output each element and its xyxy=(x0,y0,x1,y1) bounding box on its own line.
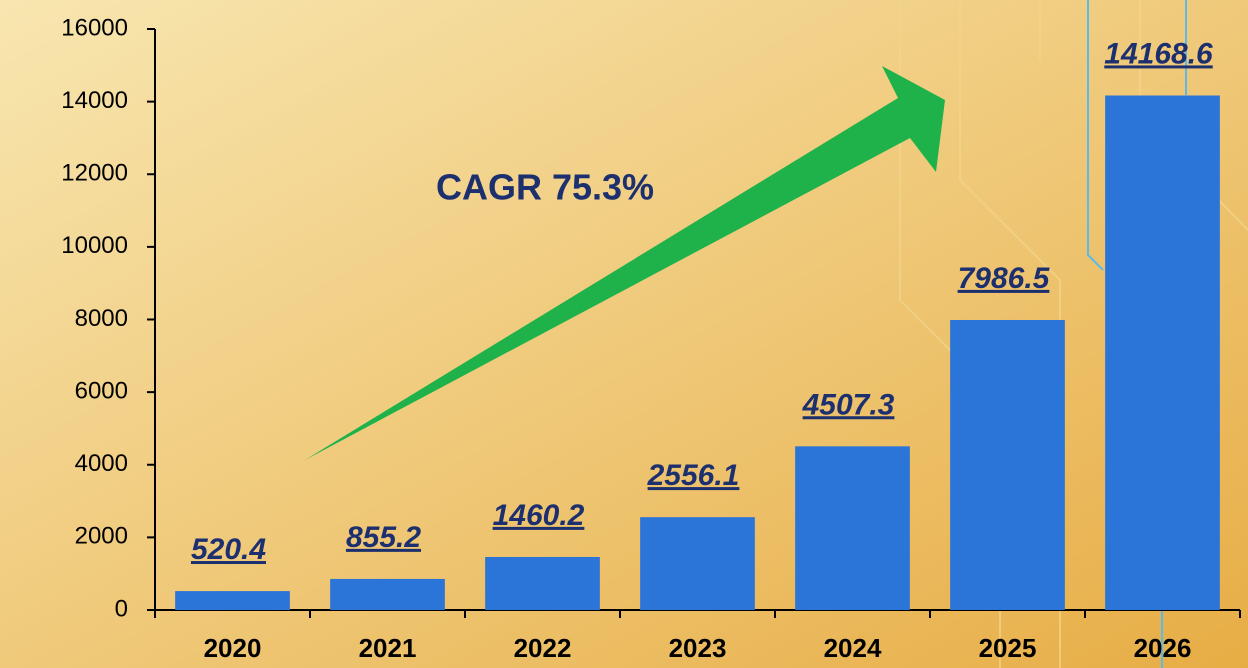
value-label: 2556.1 xyxy=(647,459,740,492)
x-tick-label: 2020 xyxy=(204,633,262,663)
bar xyxy=(175,591,290,610)
y-tick-label: 16000 xyxy=(61,14,128,41)
value-label: 855.2 xyxy=(346,521,421,554)
x-tick-label: 2021 xyxy=(359,633,417,663)
y-tick-label: 10000 xyxy=(61,232,128,259)
x-tick-label: 2025 xyxy=(979,633,1037,663)
bar xyxy=(795,446,910,610)
bar xyxy=(330,578,445,610)
y-tick-label: 4000 xyxy=(75,450,128,477)
x-tick-label: 2026 xyxy=(1134,633,1192,663)
y-tick-label: 0 xyxy=(115,595,128,622)
annotation: CAGR 75.3% xyxy=(436,167,654,208)
value-label: 1460.2 xyxy=(493,499,585,532)
value-label: 7986.5 xyxy=(958,262,1051,295)
decoration-lines xyxy=(1087,0,1187,668)
y-tick-label: 8000 xyxy=(75,305,128,332)
x-tick-label: 2024 xyxy=(824,633,882,663)
bar xyxy=(950,319,1065,610)
y-tick-label: 14000 xyxy=(61,87,128,114)
value-label: 14168.6 xyxy=(1104,37,1213,70)
x-tick-label: 2023 xyxy=(669,633,727,663)
y-tick-label: 6000 xyxy=(75,377,128,404)
value-label: 520.4 xyxy=(191,533,266,566)
bar xyxy=(485,556,600,610)
x-tick-label: 2022 xyxy=(514,633,572,663)
y-tick-label: 2000 xyxy=(75,523,128,550)
bar xyxy=(1105,95,1220,611)
bar xyxy=(640,517,755,610)
y-tick-label: 12000 xyxy=(61,160,128,187)
value-label: 4507.3 xyxy=(802,388,895,421)
